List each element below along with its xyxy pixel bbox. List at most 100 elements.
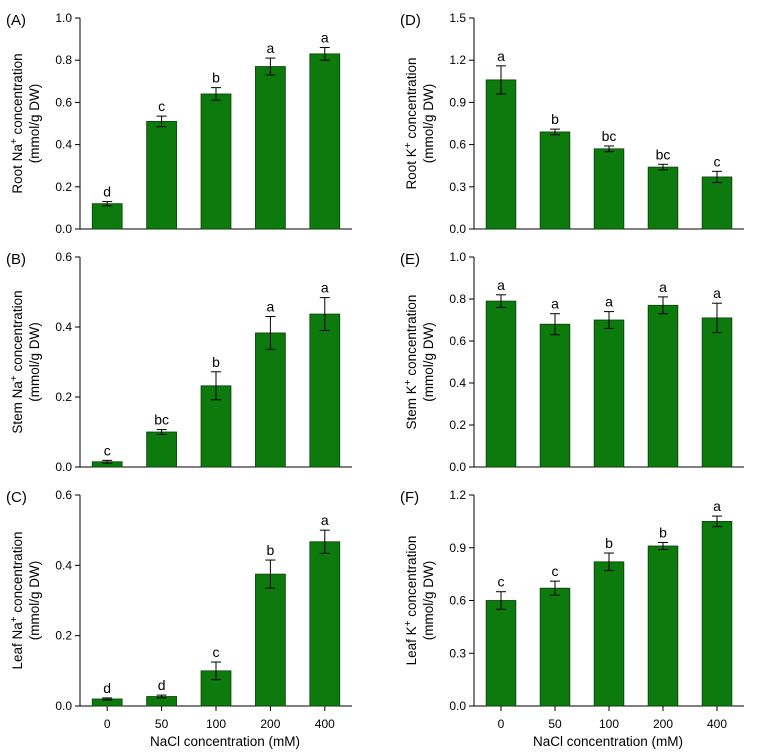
y-axis-title: Root K+ concentration [403,58,420,190]
bar [593,561,625,707]
y-tick-label: 0.2 [55,390,72,404]
chart-panel-e: (E) 0.0 0.2 0.4 0.6 0.8 1.0 Stem K+ concentrati… [400,250,744,474]
y-tick-label: 0.2 [55,629,72,643]
significance-letter: a [267,299,275,315]
y-tick-label: 0.4 [55,320,72,334]
panel-letter: (C) [6,489,27,506]
bar [146,431,177,468]
y-tick-label: 0.0 [449,460,466,474]
x-tick-label: 0 [104,717,111,731]
bar [593,319,625,468]
bar [485,600,517,707]
significance-letter: d [103,184,111,200]
bar [647,545,679,707]
y-tick-label: 0.8 [449,292,466,306]
significance-letter: b [551,111,559,127]
y-tick-label: 0.0 [55,460,72,474]
significance-letter: a [321,280,329,296]
y-axis-title: Leaf Na+ concentration [9,532,26,670]
bar [539,131,571,230]
x-tick-label: 100 [599,717,619,731]
bar [255,332,286,468]
significance-letter: b [659,524,667,540]
y-tick-label: 0.3 [449,180,466,194]
bar [701,520,733,707]
x-axis-title-right: NaCl concentration (mM) [533,734,683,749]
significance-letter: c [213,644,220,660]
x-tick-label: 400 [315,717,335,731]
y-tick-label: 1.5 [449,11,466,25]
panel-letter: (F) [400,489,419,506]
y-tick-label: 0.0 [449,222,466,236]
significance-letter: a [497,277,505,293]
significance-letter: b [212,354,220,370]
significance-letter: bc [602,128,617,144]
significance-letter: bc [656,146,671,162]
y-tick-label: 0.4 [55,138,72,152]
significance-letter: d [103,680,111,696]
y-axis-unit: (mmol/g DW) [27,322,42,402]
chart-panel-f: (F) 0.0 0.3 0.6 0.9 1.2 Leaf K+ concentration(… [400,488,744,731]
x-tick-label: 200 [653,717,673,731]
chart-panel-a: (A) 0.0 0.2 0.4 0.6 0.8 1.0 Root Na+ concentrat… [6,11,352,236]
panel-letter: (B) [6,251,26,268]
significance-letter: d [158,677,166,693]
y-tick-label: 0.6 [449,594,466,608]
x-axis-title-left: NaCl concentration (mM) [150,734,300,749]
y-tick-label: 0.6 [55,95,72,109]
significance-letter: b [605,535,613,551]
y-tick-label: 1.2 [449,488,466,502]
significance-letter: a [321,30,329,46]
y-tick-label: 1.0 [55,11,72,25]
bar [701,317,733,468]
significance-letter: bc [154,412,169,428]
y-tick-label: 1.2 [449,53,466,67]
y-axis-unit: (mmol/g DW) [421,84,436,164]
y-tick-label: 0.6 [55,488,72,502]
bar [701,176,733,230]
panel-letter: (E) [400,251,420,268]
bar [146,120,177,230]
bar [485,79,517,230]
bar [647,304,679,468]
bar [647,166,679,230]
significance-letter: a [713,498,721,514]
bar [200,93,232,230]
bar [309,313,341,468]
significance-letter: a [659,279,667,295]
significance-letter: b [267,542,275,558]
y-axis-unit: (mmol/g DW) [421,561,436,641]
bar [91,203,123,230]
x-tick-label: 50 [548,717,562,731]
x-tick-label: 100 [206,717,226,731]
y-axis-unit: (mmol/g DW) [421,322,436,402]
y-tick-label: 0.6 [449,138,466,152]
y-tick-label: 0.2 [55,180,72,194]
panel-letter: (A) [6,12,26,29]
significance-letter: a [267,40,275,56]
significance-letter: a [713,285,721,301]
significance-letter: b [212,70,220,86]
y-tick-label: 0.4 [55,558,72,572]
significance-letter: c [498,574,505,590]
bar [309,541,341,707]
y-tick-label: 0.9 [449,541,466,555]
bar [485,300,517,468]
y-tick-label: 0.6 [55,250,72,264]
significance-letter: a [321,512,329,528]
y-axis-unit: (mmol/g DW) [27,561,42,641]
chart-panel-b: (B) 0.0 0.2 0.4 0.6 Stem Na+ concentration (mm… [6,250,352,474]
significance-letter: c [714,153,721,169]
y-tick-label: 0.2 [449,418,466,432]
y-axis-title: Leaf K+ concentration [403,536,420,666]
significance-letter: a [497,48,505,64]
significance-letter: c [158,98,165,114]
panel-letter: (D) [400,12,421,29]
chart-panel-d: (D) 0.0 0.3 0.6 0.9 1.2 1.5 Root K+ concentrati… [400,11,744,236]
y-axis-title: Root Na+ concentration [9,53,26,193]
y-tick-label: 0.3 [449,646,466,660]
x-tick-label: 0 [498,717,505,731]
x-tick-label: 400 [707,717,727,731]
significance-letter: c [552,563,559,579]
